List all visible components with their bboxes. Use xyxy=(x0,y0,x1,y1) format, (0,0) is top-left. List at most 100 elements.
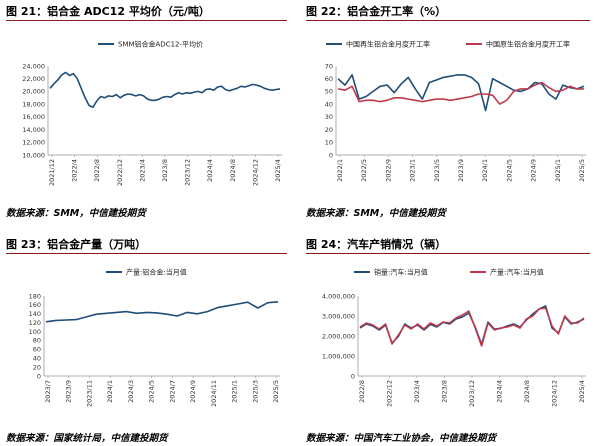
x-tick-label: 2024/4 xyxy=(496,380,504,403)
y-tick-label: 160 xyxy=(29,301,41,309)
y-tick-label: 70 xyxy=(325,62,333,70)
alloy-output-chart: 产量:铝合金:当月值 1801601401201008060402002023/7… xyxy=(29,268,280,407)
x-tick-label: 2025/1 xyxy=(554,159,562,182)
chart-title: 图 24：汽车产销情况（辆） xyxy=(306,238,447,251)
x-tick-label: 2024/1 xyxy=(481,159,489,182)
x-tick-label: 2023/9 xyxy=(457,159,465,182)
y-tick-label: 12,000 xyxy=(22,139,45,147)
x-tick-label: 2023/8 xyxy=(441,380,449,403)
y-tick-label: 30 xyxy=(325,113,333,121)
x-tick-label: 2023/4 xyxy=(138,159,146,182)
series-line xyxy=(49,71,281,109)
y-tick-label: 1,000,000 xyxy=(322,352,355,360)
x-tick-label: 2023/8 xyxy=(161,159,169,182)
chart-title: 图 23：铝合金产量（万吨） xyxy=(6,238,147,251)
y-tick-label: 16,000 xyxy=(22,113,45,121)
y-tick-label: 60 xyxy=(33,346,41,354)
x-tick-label: 2023/9 xyxy=(65,380,73,403)
y-tick-label: 20,000 xyxy=(22,88,45,96)
y-tick-label: 40 xyxy=(325,100,333,108)
x-tick-label: 2023/11 xyxy=(85,380,93,407)
y-tick-label: 100 xyxy=(29,328,41,336)
x-tick-label: 2024/7 xyxy=(168,380,176,403)
y-tick-label: 3,000,000 xyxy=(322,312,355,320)
x-tick-label: 2023/12 xyxy=(184,159,192,186)
x-tick-label: 2022/12 xyxy=(386,380,394,407)
legend-label: 产量:铝合金:当月值 xyxy=(126,268,187,277)
y-tick-label: 140 xyxy=(29,310,41,318)
series-line xyxy=(337,81,584,105)
y-tick-label: 2,000,000 xyxy=(322,332,355,340)
x-tick-label: 2023/7 xyxy=(44,380,52,403)
legend-label: 中国再生铝合金月度开工率 xyxy=(346,40,430,49)
y-tick-label: 10,000 xyxy=(22,151,45,159)
x-tick-label: 2025/4 xyxy=(578,380,586,403)
x-tick-label: 2024/1 xyxy=(106,380,114,403)
x-tick-label: 2025/1 xyxy=(231,380,239,403)
y-tick-label: 60 xyxy=(325,75,333,83)
y-tick-label: 20 xyxy=(33,363,41,371)
title-rule xyxy=(306,20,590,21)
x-tick-label: 2024/8 xyxy=(229,159,237,182)
x-tick-label: 2024/12 xyxy=(251,159,259,186)
x-tick-label: 2024/12 xyxy=(551,380,559,407)
x-tick-label: 2024/5 xyxy=(148,380,156,403)
title-rule xyxy=(6,253,287,254)
aluminum-price-chart: SMM铝合金ADC12-平均价 24,000 22,000 20,000 18,000 1… xyxy=(22,40,282,186)
series-line xyxy=(359,307,585,347)
x-tick-label: 2023/12 xyxy=(468,380,476,407)
chart-source: 数据来源：国家统计局，中信建投期货 xyxy=(6,433,168,444)
x-tick-label: 2023/4 xyxy=(413,380,421,403)
x-tick-label: 2024/9 xyxy=(530,159,538,182)
auto-sales-chart: 销量:汽车:当月值 产量:汽车:当月值 4,000,000 3,000,000 2,00… xyxy=(322,268,586,407)
x-tick-label: 2025/4 xyxy=(274,159,282,182)
x-tick-label: 2024/4 xyxy=(206,159,214,182)
y-tick-label: 50 xyxy=(325,88,333,96)
chart-source: 数据来源：中国汽车工业协会，中信建投期货 xyxy=(306,433,497,444)
y-tick-label: 0 xyxy=(37,372,41,380)
y-tick-label: 80 xyxy=(33,337,41,345)
legend-label: 中国原生铝合金月度开工率 xyxy=(486,40,570,49)
x-tick-label: 2022/12 xyxy=(116,159,124,186)
chart-title: 图 22：铝合金开工率（%） xyxy=(306,5,447,18)
y-tick-label: 180 xyxy=(29,292,41,300)
series-line xyxy=(359,305,585,346)
x-tick-label: 2025/3 xyxy=(251,380,259,403)
y-tick-label: 120 xyxy=(29,319,41,327)
y-tick-label: 14,000 xyxy=(22,126,45,134)
y-tick-label: 40 xyxy=(33,355,41,363)
x-tick-label: 2024/9 xyxy=(189,380,197,403)
title-rule xyxy=(306,253,590,254)
title-rule xyxy=(6,20,287,21)
series-line xyxy=(45,301,279,323)
y-tick-label: 20 xyxy=(325,126,333,134)
legend-label: 产量:汽车:当月值 xyxy=(490,268,544,277)
y-tick-label: 0 xyxy=(351,372,355,380)
x-tick-label: 2022/8 xyxy=(358,380,366,403)
y-tick-label: 18,000 xyxy=(22,100,45,108)
operating-rate-chart: 中国再生铝合金月度开工率 中国原生铝合金月度开工率7060504030201002… xyxy=(325,40,586,182)
x-tick-label: 2024/5 xyxy=(505,159,513,182)
x-tick-label: 2023/5 xyxy=(433,159,441,182)
x-tick-label: 2024/11 xyxy=(210,380,218,407)
x-tick-label: 2022/1 xyxy=(336,159,344,182)
x-tick-label: 2021/12 xyxy=(48,159,56,186)
x-tick-label: 2024/8 xyxy=(523,380,531,403)
y-tick-label: 22,000 xyxy=(22,75,45,83)
x-tick-label: 2025/5 xyxy=(578,159,586,182)
x-tick-label: 2023/1 xyxy=(409,159,417,182)
x-tick-label: 2022/9 xyxy=(384,159,392,182)
x-tick-label: 2024/3 xyxy=(127,380,135,403)
x-tick-label: 2025/5 xyxy=(272,380,280,403)
y-tick-label: 4,000,000 xyxy=(322,292,355,300)
chart-source: 数据来源：SMM，中信建投期货 xyxy=(306,208,446,219)
chart-title: 图 21：铝合金 ADC12 平均价（元/吨） xyxy=(6,5,210,18)
x-tick-label: 2022/4 xyxy=(71,159,79,182)
legend-label: 销量:汽车:当月值 xyxy=(374,268,428,277)
y-tick-label: 10 xyxy=(325,139,333,147)
x-tick-label: 2022/5 xyxy=(360,159,368,182)
y-tick-label: 24,000 xyxy=(22,62,45,70)
chart-source: 数据来源：SMM，中信建投期货 xyxy=(6,208,146,219)
legend-label: SMM铝合金ADC12-平均价 xyxy=(118,40,203,49)
y-tick-label: 0 xyxy=(329,151,333,159)
